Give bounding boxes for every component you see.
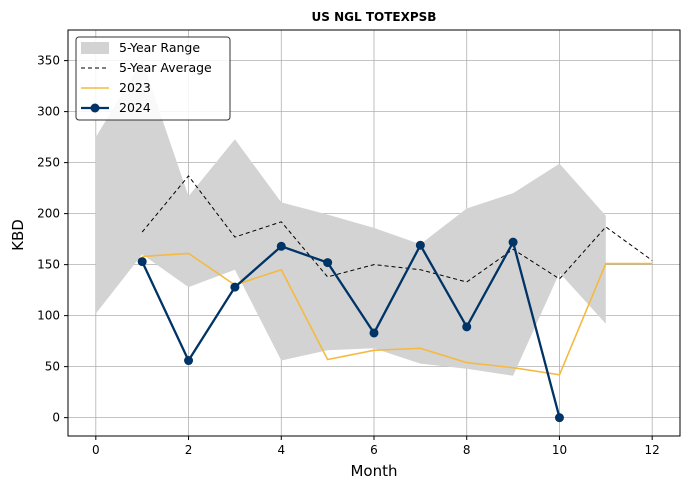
y-tick-label: 350 — [37, 54, 60, 68]
x-tick-label: 10 — [552, 443, 567, 457]
y-tick-label: 300 — [37, 105, 60, 119]
series-point-2024 — [369, 328, 379, 338]
legend-label-series: 2023 — [119, 80, 151, 95]
series-point-2024 — [137, 257, 147, 267]
series-point-2024 — [554, 413, 564, 423]
legend-swatch-range — [81, 42, 109, 54]
y-tick-label: 250 — [37, 156, 60, 170]
range-layer — [95, 60, 606, 376]
legend: 5-Year Range 5-Year Average 2023 2024 — [75, 36, 231, 121]
series-point-2024 — [323, 258, 333, 268]
series-point-2024 — [508, 237, 518, 247]
series-point-2024 — [230, 282, 240, 292]
range-band — [95, 60, 606, 376]
series-line-2024 — [141, 239, 561, 418]
series-line-2023 — [142, 252, 653, 376]
x-tick-label: 12 — [645, 443, 660, 457]
legend-box — [75, 36, 231, 121]
chart-title: US NGL TOTEXPSB — [312, 10, 437, 24]
y-tick-label: 50 — [45, 360, 60, 374]
series-point-2024 — [184, 356, 194, 366]
series-layer — [137, 175, 653, 423]
series-point-2024 — [276, 241, 286, 251]
y-axis-label: KBD — [9, 219, 27, 251]
y-tick-label: 200 — [37, 207, 60, 221]
x-axis-label: Month — [350, 462, 397, 480]
x-tick-label: 2 — [185, 443, 193, 457]
legend-label-range: 5-Year Range — [119, 40, 200, 55]
y-tick-label: 150 — [37, 258, 60, 272]
series-line-5-year-average — [141, 175, 653, 283]
x-tick-label: 6 — [370, 443, 378, 457]
series-point-2024 — [415, 240, 425, 250]
x-tick-label: 0 — [92, 443, 100, 457]
legend-label-series: 5-Year Average — [119, 60, 212, 75]
y-tick-label: 100 — [37, 309, 60, 323]
ticks: 0 2 4 6 8 10 12 0 50 100 150 200 250 300 350 — [37, 54, 660, 457]
x-tick-label: 8 — [463, 443, 471, 457]
legend-marker-series — [90, 103, 100, 113]
series-point-2024 — [462, 322, 472, 332]
x-tick-label: 4 — [277, 443, 285, 457]
y-tick-label: 0 — [52, 411, 60, 425]
legend-label-series: 2024 — [119, 100, 151, 115]
